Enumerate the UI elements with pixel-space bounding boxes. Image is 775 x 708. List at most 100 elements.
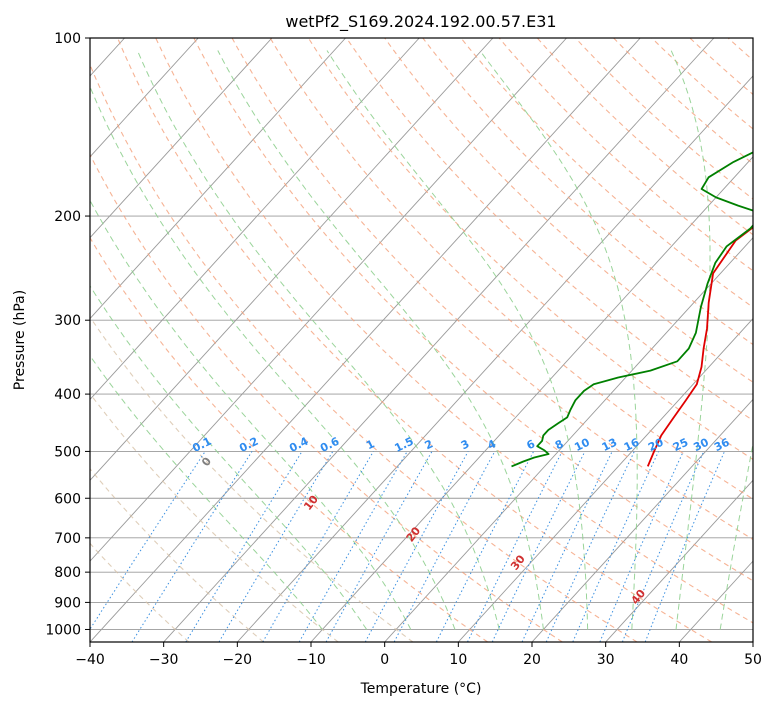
y-tick-label: 200 [54,209,81,225]
y-tick-label: 600 [54,491,81,507]
dewpoint-line [511,151,753,468]
y-tick-label: 1000 [45,622,81,638]
temperature-line [646,226,753,467]
isotherm-line [679,560,753,642]
dry-adiabat-label: 0 [199,455,214,469]
dry-adiabat [460,38,753,309]
mixing-ratio-line [90,451,206,631]
isotherm-line [90,38,199,158]
dry-adiabat [90,392,339,642]
dry-adiabat [90,316,414,642]
x-tick-label: 50 [744,652,762,668]
mixing-ratio-line [621,451,705,642]
mixing-ratio-line [218,451,334,642]
mixing-ratio-line [131,451,253,642]
dry-adiabat-label: 30 [508,552,528,572]
plot-frame [89,37,754,643]
dry-adiabat [231,38,753,541]
x-tick-label: −10 [296,652,326,668]
mixing-ratio-line [467,451,563,642]
dry-adiabat [689,38,753,96]
mixing-ratio-label: 0.4 [287,435,311,455]
x-tick-label: 30 [597,652,615,668]
moist-adiabat [90,354,323,630]
y-tick-label: 400 [54,387,81,403]
isotherm-line [90,38,420,401]
dry-adiabat-label: 20 [404,524,424,544]
mixing-ratio-label: 30 [691,435,711,454]
mixing-ratio-label: 36 [712,435,732,454]
y-tick-label: 500 [54,444,81,460]
dry-adiabat [193,38,753,582]
dry-adiabat [117,38,712,642]
dry-adiabat [90,236,488,642]
mixing-ratio-line [298,451,408,642]
dry-adiabat [613,38,753,165]
y-tick-label: 700 [54,531,81,547]
moist-adiabat [90,284,368,630]
mixing-ratio-line [545,451,635,642]
mixing-ratio-line [521,451,613,642]
plot-group [90,38,753,642]
mixing-ratio-label: 0.6 [318,435,342,455]
isotherm-line [90,38,273,239]
isotherm-line [384,237,753,642]
dry-adiabat-label: 40 [628,587,648,607]
isotherm-line [237,75,753,642]
mixing-ratio-line [262,451,374,642]
x-axis-label: Temperature (°C) [360,681,482,697]
y-tick-label: 800 [54,565,81,581]
mixing-ratio-line [435,451,535,642]
moist-adiabat [90,85,456,630]
y-tick-label: 900 [54,595,81,611]
mixing-ratio-label: 20 [646,435,666,454]
isotherm-line [605,479,753,642]
dry-adiabat [90,153,563,642]
x-tick-label: −20 [223,652,253,668]
dry-adiabat [90,63,638,642]
chart-title: wetPf2_S169.2024.192.00.57.E31 [285,12,556,32]
moist-adiabat [326,50,589,630]
isotherm-line [90,38,346,320]
y-tick-label: 100 [54,31,81,47]
x-tick-label: 0 [380,652,389,668]
mixing-ratio-label: 25 [671,436,690,454]
isotherm-line [458,317,753,642]
mixing-ratio-line [644,451,725,642]
x-tick-label: −40 [75,652,105,668]
y-tick-label: 300 [54,313,81,329]
mixing-ratio-label: 13 [600,436,619,454]
x-tick-label: 20 [523,652,541,668]
x-tick-label: −30 [149,652,179,668]
mixing-ratio-line [599,451,684,642]
dry-adiabat-label: -10 [0,246,16,270]
dry-adiabat [155,38,753,624]
mixing-ratio-label: 16 [622,435,642,454]
mixing-ratio-label: 3 [459,437,472,452]
mixing-ratio-label: 2 [423,437,436,452]
label-group: 0.10.20.40.611.52346810131620253036-100-… [0,246,732,607]
dry-adiabat [90,467,264,642]
dry-adiabat [651,38,753,130]
isotherm-line [90,38,567,562]
mixing-ratio-label: 0.1 [190,435,213,455]
isotherm-line [90,38,494,481]
moist-adiabat [719,441,753,630]
isotherm-line [310,156,753,642]
dry-adiabat [384,38,753,383]
mixing-ratio-label: 1 [364,437,377,452]
dry-adiabat [575,38,753,200]
moist-adiabat [479,50,638,630]
isotherm-line [163,38,715,642]
isotherm-line [752,641,753,642]
isotherm-line [90,38,641,642]
mixing-ratio-line [491,451,586,642]
mixing-ratio-label: 4 [486,437,499,452]
dry-adiabat [536,38,753,236]
x-tick-label: 40 [670,652,688,668]
dry-adiabat [422,38,753,346]
mixing-ratio-label: 6 [524,437,537,452]
dry-adiabat [269,38,753,500]
